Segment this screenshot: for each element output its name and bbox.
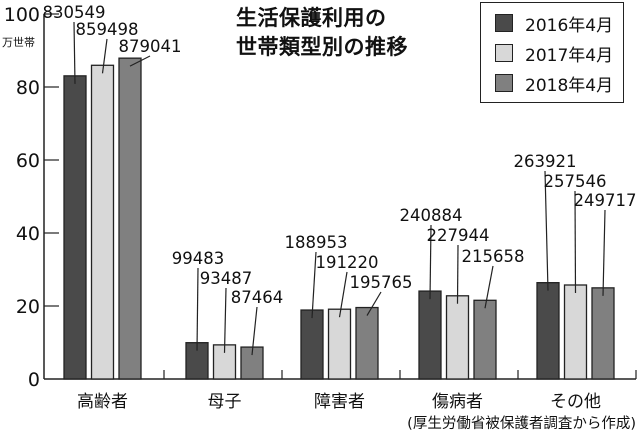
data-label: 249717 [574, 191, 637, 210]
bar [473, 299, 497, 380]
leader-line [602, 209, 606, 296]
legend-swatch-2017 [495, 44, 513, 62]
y-tick-label: 0 [28, 369, 40, 391]
bar [118, 57, 142, 380]
data-label: 87464 [231, 288, 284, 307]
data-label: 93487 [200, 269, 253, 288]
x-category-label: 障害者 [314, 392, 365, 412]
legend-swatch-2018 [495, 74, 513, 92]
bar [418, 290, 442, 380]
leader-line [73, 21, 76, 84]
data-label: 191220 [316, 253, 379, 272]
source-note: (厚生労働省被保護者調査から作成) [407, 416, 636, 432]
leader-line [574, 190, 577, 293]
data-label: 830549 [43, 3, 106, 22]
bar [240, 346, 264, 380]
chart-title-line1: 生活保護利用の [236, 6, 387, 30]
bar [563, 284, 588, 380]
leader-line [196, 267, 199, 351]
x-category-label: 高齢者 [77, 392, 128, 412]
bar [355, 306, 379, 380]
bar [591, 287, 615, 380]
bar [536, 282, 560, 380]
chart-title: 生活保護利用の 世帯類型別の推移 [236, 4, 408, 62]
bar [327, 308, 352, 380]
legend-label-2018: 2018年4月 [525, 75, 614, 96]
y-tick-label: 40 [16, 223, 40, 245]
bar [300, 309, 324, 380]
data-label: 99483 [172, 249, 225, 268]
data-label: 215658 [462, 247, 525, 266]
data-label: 257546 [544, 172, 607, 191]
y-tick-label: 80 [16, 77, 40, 99]
y-tick-label: 20 [16, 296, 40, 318]
y-axis-unit-label: 万世帯 [2, 36, 35, 49]
leader-line [223, 287, 227, 353]
data-label: 879041 [119, 37, 182, 56]
data-label: 240884 [400, 206, 463, 225]
leader-line [311, 251, 317, 319]
legend-item-2016: 2016年4月 [495, 12, 614, 36]
leader-line [544, 170, 549, 291]
x-category-label: その他 [550, 392, 601, 412]
x-category-label: 母子 [208, 392, 242, 412]
bar [90, 64, 115, 380]
leader-line [484, 265, 494, 309]
data-label: 195765 [350, 273, 413, 292]
bar [63, 75, 87, 380]
legend-swatch-2016 [495, 14, 513, 32]
leader-line [338, 271, 348, 318]
legend: 2016年4月 2017年4月 2018年4月 [480, 2, 624, 103]
x-category-label: 傷病者 [432, 392, 483, 412]
data-label: 263921 [514, 152, 577, 171]
leader-line [366, 291, 382, 316]
data-label: 859498 [76, 20, 139, 39]
y-tick-label: 60 [16, 150, 40, 172]
leader-line [456, 244, 459, 304]
data-label: 227944 [427, 226, 490, 245]
leader-line [251, 306, 258, 356]
legend-item-2017: 2017年4月 [495, 42, 614, 66]
chart-title-line2: 世帯類型別の推移 [236, 35, 408, 59]
leader-line [101, 38, 108, 74]
legend-item-2018: 2018年4月 [495, 72, 614, 96]
bar [445, 295, 470, 380]
legend-label-2016: 2016年4月 [525, 15, 614, 36]
y-tick-label: 100 [4, 4, 40, 26]
data-label: 188953 [285, 233, 348, 252]
leader-line [129, 55, 151, 67]
leader-line [429, 224, 432, 300]
legend-label-2017: 2017年4月 [525, 45, 614, 66]
